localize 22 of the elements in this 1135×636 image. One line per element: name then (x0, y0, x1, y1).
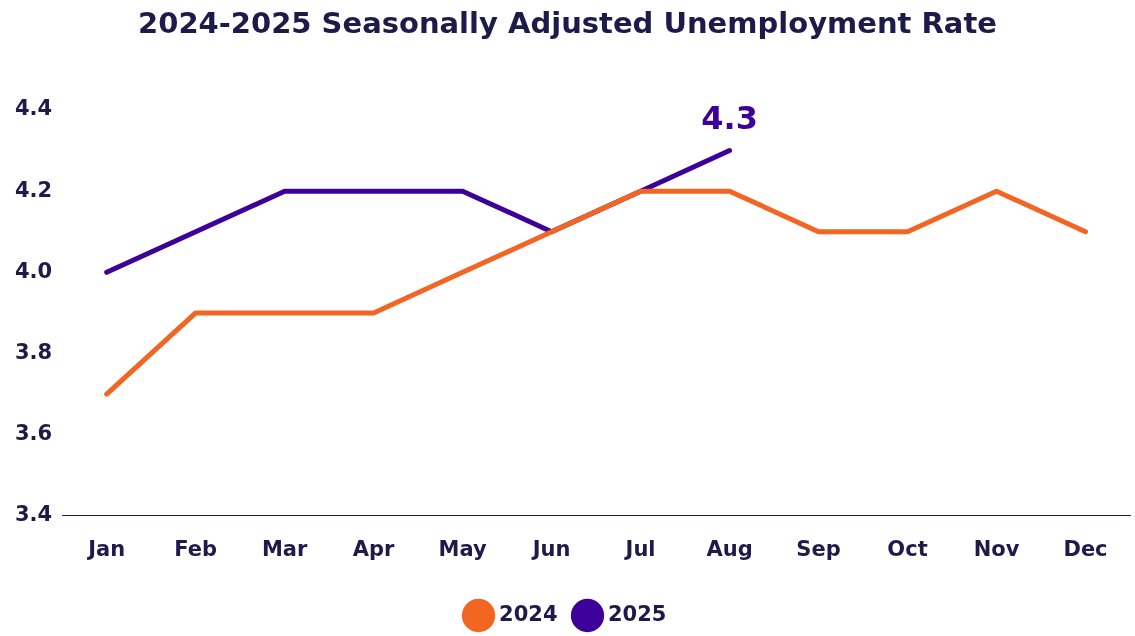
x-tick-label: Jul (623, 536, 656, 561)
y-tick-label: 4.4 (15, 96, 53, 121)
x-tick-label: Mar (261, 536, 309, 561)
x-tick-label: Aug (706, 536, 753, 561)
y-tick-label: 4.0 (15, 258, 53, 283)
legend-label: 2024 (499, 601, 558, 626)
x-tick-label: Jun (530, 536, 571, 561)
x-tick-label: Feb (174, 536, 218, 561)
x-tick-label: Apr (352, 536, 396, 561)
y-tick-label: 3.4 (15, 502, 53, 527)
y-tick-label: 3.6 (15, 421, 53, 446)
x-tick-label: Nov (973, 536, 1020, 561)
legend-label: 2025 (608, 601, 667, 626)
y-tick-label: 4.2 (15, 177, 53, 202)
x-tick-label: Oct (887, 536, 928, 561)
x-tick-label: Jan (86, 536, 126, 561)
annotation: 4.3 (701, 98, 758, 137)
chart-title: 2024-2025 Seasonally Adjusted Unemployment Rate (137, 6, 998, 40)
x-tick-label: May (438, 536, 487, 561)
y-tick-label: 3.8 (15, 339, 53, 364)
x-tick-label: Dec (1063, 536, 1108, 561)
x-tick-label: Sep (796, 536, 841, 561)
